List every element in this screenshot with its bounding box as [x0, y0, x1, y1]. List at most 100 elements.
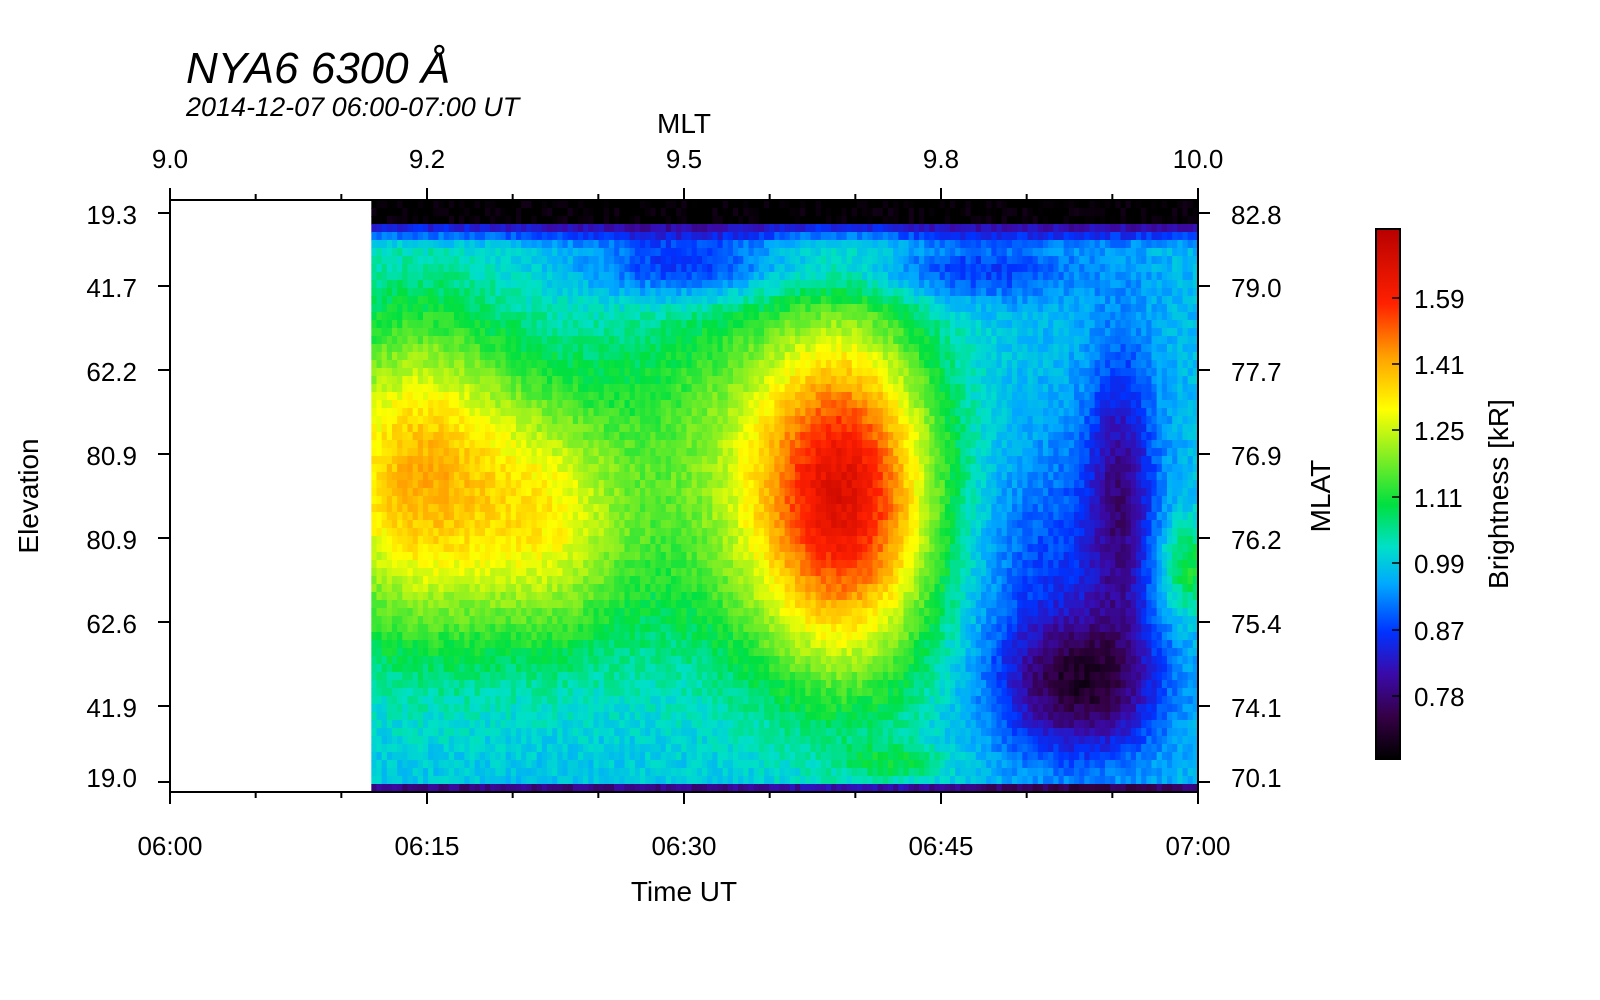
- heatmap-cell: [484, 392, 491, 401]
- heatmap-cell: [407, 264, 414, 273]
- heatmap-cell: [397, 768, 403, 777]
- heatmap-cell: [665, 480, 672, 489]
- heatmap-cell: [459, 640, 465, 649]
- heatmap-cell: [624, 552, 631, 561]
- heatmap-cell: [701, 344, 708, 353]
- heatmap-cell: [495, 496, 502, 505]
- heatmap-cell: [624, 512, 631, 521]
- heatmap-cell: [417, 360, 424, 369]
- heatmap-cell: [521, 656, 527, 665]
- heatmap-cell: [469, 400, 476, 409]
- heatmap-cell: [655, 336, 662, 345]
- heatmap-cell: [707, 528, 713, 537]
- heatmap-cell: [557, 424, 564, 433]
- heatmap-cell: [479, 664, 486, 673]
- heatmap-cell: [670, 744, 677, 753]
- heatmap-cell: [650, 680, 657, 689]
- heatmap-cell: [696, 784, 703, 793]
- heatmap-cell: [639, 656, 646, 665]
- heatmap-cell: [639, 584, 646, 593]
- heatmap-cell: [438, 648, 445, 657]
- heatmap-cell: [655, 216, 662, 225]
- heatmap-cell: [505, 536, 512, 545]
- heatmap-cell: [407, 368, 414, 377]
- heatmap-cell: [583, 536, 589, 545]
- heatmap-cell: [593, 248, 600, 257]
- heatmap-cell: [521, 408, 527, 417]
- heatmap-cell: [650, 392, 657, 401]
- heatmap-cell: [712, 648, 719, 657]
- heatmap-cell: [691, 352, 698, 361]
- heatmap-cell: [402, 464, 409, 473]
- heatmap-cell: [660, 432, 667, 441]
- heatmap-cell: [484, 520, 491, 529]
- heatmap-cell: [474, 584, 481, 593]
- heatmap-cell: [448, 728, 455, 737]
- heatmap-cell: [665, 272, 672, 281]
- heatmap-cell: [453, 648, 460, 657]
- heatmap-cell: [645, 672, 651, 681]
- heatmap-cell: [655, 544, 662, 553]
- heatmap-cell: [391, 752, 398, 761]
- heatmap-cell: [422, 320, 429, 329]
- heatmap-cell: [629, 744, 636, 753]
- heatmap-cell: [417, 248, 424, 257]
- heatmap-cell: [629, 424, 636, 433]
- heatmap-cell: [474, 456, 481, 465]
- heatmap-cell: [531, 504, 538, 513]
- heatmap-cell: [541, 232, 548, 241]
- heatmap-cell: [577, 488, 584, 497]
- heatmap-cell: [650, 424, 657, 433]
- heatmap-cell: [552, 512, 558, 521]
- heatmap-cell: [593, 280, 600, 289]
- heatmap-cell: [650, 208, 657, 217]
- heatmap-cell: [391, 432, 398, 441]
- heatmap-cell: [588, 312, 595, 321]
- heatmap-cell: [428, 408, 434, 417]
- heatmap-cell: [443, 384, 450, 393]
- heatmap-cell: [577, 544, 584, 553]
- heatmap-cell: [397, 440, 403, 449]
- heatmap-cell: [650, 704, 657, 713]
- heatmap-cell: [645, 384, 651, 393]
- heatmap-cell: [464, 432, 471, 441]
- heatmap-cell: [464, 648, 471, 657]
- heatmap-cell: [629, 768, 636, 777]
- heatmap-cell: [593, 520, 600, 529]
- heatmap-cell: [546, 256, 553, 265]
- heatmap-cell: [562, 736, 569, 745]
- heatmap-cell: [376, 568, 383, 577]
- heatmap-cell: [412, 688, 419, 697]
- heatmap-cell: [505, 312, 512, 321]
- heatmap-cell: [686, 584, 693, 593]
- heatmap-cell: [484, 776, 491, 785]
- heatmap-cell: [510, 456, 517, 465]
- heatmap-cell: [577, 376, 584, 385]
- heatmap-cell: [567, 216, 574, 225]
- heatmap-cell: [433, 504, 440, 513]
- heatmap-cell: [593, 544, 600, 553]
- heatmap-cell: [381, 376, 388, 385]
- heatmap-cell: [614, 512, 620, 521]
- heatmap-cell: [619, 744, 626, 753]
- heatmap-cell: [608, 240, 615, 249]
- heatmap-cell: [614, 600, 620, 609]
- heatmap-cell: [412, 784, 419, 793]
- heatmap-cell: [701, 296, 708, 305]
- heatmap-cell: [552, 472, 558, 481]
- heatmap-cell: [376, 240, 383, 249]
- heatmap-cell: [665, 360, 672, 369]
- heatmap-cell: [552, 760, 558, 769]
- heatmap-cell: [639, 600, 646, 609]
- heatmap-cell: [701, 232, 708, 241]
- heatmap-cell: [515, 504, 522, 513]
- heatmap-cell: [660, 552, 667, 561]
- heatmap-cell: [634, 768, 641, 777]
- heatmap-cell: [572, 360, 579, 369]
- heatmap-cell: [670, 488, 677, 497]
- heatmap-cell: [443, 464, 450, 473]
- heatmap-cell: [407, 584, 414, 593]
- heatmap-cell: [505, 320, 512, 329]
- heatmap-cell: [484, 224, 491, 233]
- heatmap-cell: [701, 312, 708, 321]
